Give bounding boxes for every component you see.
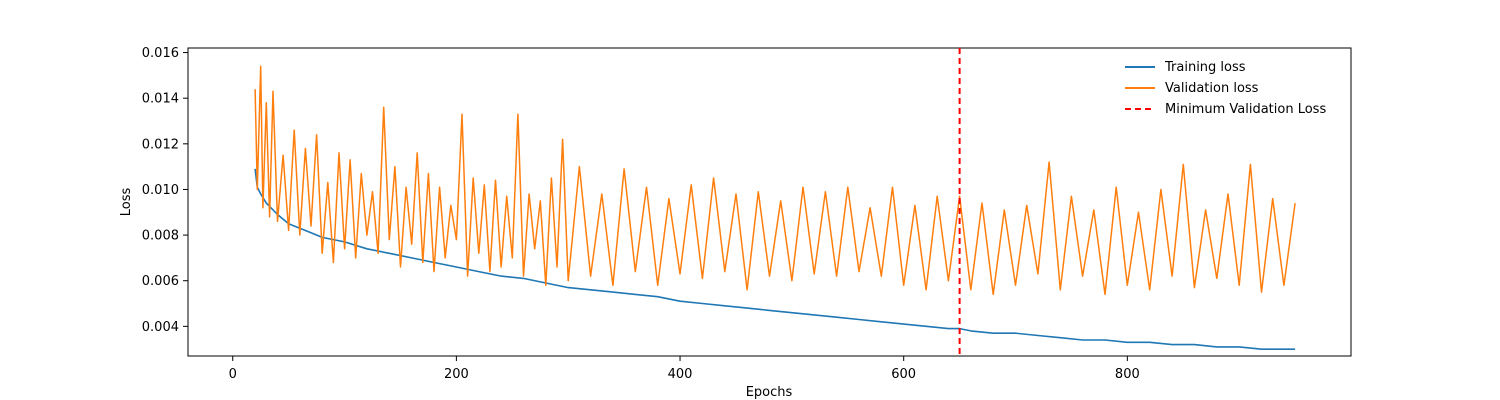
- x-tick-label: 800: [1115, 367, 1140, 382]
- x-axis-ticks: 0 200 400 600 800: [229, 356, 1140, 382]
- x-tick-label: 0: [229, 367, 237, 382]
- legend-label-minimum: Minimum Validation Loss: [1165, 102, 1326, 117]
- legend-label-training: Training loss: [1164, 60, 1246, 75]
- legend: Training loss Validation loss Minimum Va…: [1125, 60, 1326, 117]
- x-tick-label: 400: [668, 367, 693, 382]
- training-loss-line: [254, 168, 1296, 351]
- y-tick-label: 0.014: [142, 92, 179, 107]
- series-layer: [254, 65, 1296, 351]
- plot-area: 0 200 400 600 800 0.0040.0060.0080.0100.0120…: [142, 46, 1352, 382]
- y-tick-label: 0.016: [142, 46, 179, 61]
- y-tick-label: 0.012: [142, 137, 179, 152]
- legend-label-validation: Validation loss: [1165, 81, 1259, 96]
- y-axis-label: Loss: [119, 188, 134, 217]
- x-axis-label: Epochs: [746, 385, 793, 400]
- x-tick-label: 200: [444, 367, 469, 382]
- y-tick-label: 0.010: [142, 183, 179, 198]
- y-tick-label: 0.006: [142, 274, 179, 289]
- y-axis-ticks: 0.004 0.006 0.008 0.010 0.012 0.014 0.016: [142, 46, 188, 335]
- validation-loss-line: [254, 65, 1296, 296]
- y-tick-label: 0.008: [142, 229, 179, 244]
- x-tick-label: 600: [891, 367, 916, 382]
- y-tick-label: 0.004: [142, 320, 179, 335]
- plot-frame: [187, 47, 1352, 357]
